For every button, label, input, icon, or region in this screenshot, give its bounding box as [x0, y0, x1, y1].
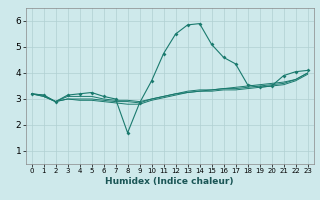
X-axis label: Humidex (Indice chaleur): Humidex (Indice chaleur)	[105, 177, 234, 186]
